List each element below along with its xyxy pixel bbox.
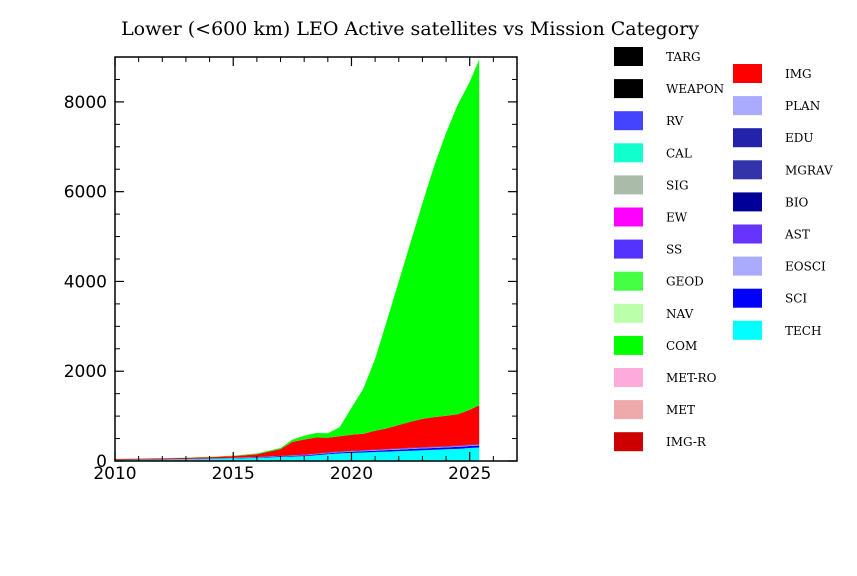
legend-swatch-plan: [733, 96, 762, 116]
legend-swatch-met-ro: [614, 368, 643, 387]
legend-swatch-met: [614, 400, 643, 420]
legend-item-mgrav: MGRAV: [733, 160, 833, 180]
legend-swatch-com: [614, 335, 643, 355]
legend-label-ew: EW: [666, 211, 688, 225]
legend-item-img-r: IMG-R: [614, 432, 707, 452]
legend-item-plan: PLAN: [733, 96, 820, 116]
legend-item-met-ro: MET-RO: [614, 368, 717, 387]
legend-label-eosci: EOSCI: [785, 260, 826, 274]
legend-label-mgrav: MGRAV: [785, 163, 833, 177]
legend-item-sig: SIG: [614, 175, 689, 195]
legend-item-img: IMG: [733, 64, 812, 83]
legend-swatch-targ: [614, 47, 643, 66]
legend-item-com: COM: [614, 335, 697, 355]
legend-swatch-sci: [733, 288, 762, 308]
legend-item-tech: TECH: [733, 320, 821, 340]
x-tick-label-2020: 2020: [330, 464, 373, 484]
legend-label-targ: TARG: [666, 50, 701, 64]
x-tick-label-2010: 2010: [93, 464, 136, 484]
area-img: [115, 405, 480, 460]
legend-item-geod: GEOD: [614, 271, 704, 291]
legend-label-sig: SIG: [666, 178, 689, 192]
area-com: [115, 59, 480, 459]
legend-swatch-ast: [733, 224, 762, 244]
legend-swatch-ew: [614, 207, 643, 227]
y-tick-label-2000: 2000: [64, 362, 107, 382]
legend-swatch-weapon: [614, 79, 643, 99]
legend-swatch-sig: [614, 175, 643, 195]
legend-item-edu: EDU: [733, 128, 814, 148]
legend-label-met: MET: [666, 403, 695, 417]
y-tick-label-4000: 4000: [64, 272, 107, 292]
axes: 0 2000 4000 6000 8000 2010 2015 2020 2025: [64, 57, 517, 484]
legend-swatch-img: [733, 64, 762, 83]
legend-swatch-ss: [614, 239, 643, 259]
y-tick-label-8000: 8000: [64, 93, 107, 113]
legend-item-sci: SCI: [733, 288, 807, 308]
legend-item-eosci: EOSCI: [733, 256, 826, 276]
legend-label-met-ro: MET-RO: [666, 371, 717, 385]
legend-label-sci: SCI: [785, 292, 807, 306]
legend-item-cal: CAL: [614, 143, 692, 163]
chart-title: Lower (<600 km) LEO Active satellites vs…: [121, 18, 699, 40]
legend-label-plan: PLAN: [785, 99, 820, 113]
legend-label-cal: CAL: [666, 146, 692, 160]
legend-label-edu: EDU: [785, 131, 814, 145]
legend-label-ast: AST: [784, 228, 810, 242]
legend-item-met: MET: [614, 400, 695, 420]
legend-swatch-bio: [733, 192, 762, 212]
legend-label-nav: NAV: [666, 307, 694, 321]
legend-item-targ: TARG: [614, 47, 701, 66]
legend-swatch-geod: [614, 271, 643, 291]
legend-item-rv: RV: [614, 111, 684, 131]
legend-item-bio: BIO: [733, 192, 809, 212]
legend-swatch-eosci: [733, 256, 762, 276]
legend-swatch-mgrav: [733, 160, 762, 180]
x-tick-label-2015: 2015: [212, 464, 255, 484]
legend-label-img-r: IMG-R: [666, 435, 707, 449]
legend-item-ast: AST: [733, 224, 810, 244]
legend-swatch-cal: [614, 143, 643, 163]
legend-swatch-rv: [614, 111, 643, 131]
area-tech: [115, 447, 480, 461]
legend-swatch-edu: [733, 128, 762, 148]
legend-label-tech: TECH: [785, 324, 821, 338]
legend-swatch-tech: [733, 320, 762, 340]
legend-item-ew: EW: [614, 207, 688, 227]
y-tick-label-0: 0: [96, 452, 107, 472]
legend-item-nav: NAV: [614, 303, 694, 323]
legend-label-com: COM: [666, 339, 697, 353]
legend-swatch-nav: [614, 303, 643, 323]
legend-label-weapon: WEAPON: [666, 82, 724, 96]
legend-item-ss: SS: [614, 239, 682, 259]
y-tick-label-6000: 6000: [64, 183, 107, 203]
legend-item-weapon: WEAPON: [614, 79, 724, 99]
x-tick-label-2025: 2025: [448, 464, 491, 484]
legend-label-geod: GEOD: [666, 275, 704, 289]
stacked-areas: [115, 59, 480, 461]
legend-label-img: IMG: [785, 67, 812, 81]
legend-label-bio: BIO: [785, 195, 809, 209]
legend-label-rv: RV: [666, 114, 684, 128]
legend-swatch-img-r: [614, 432, 643, 452]
legend: TARG WEAPON RV CAL SIG EW SS GEOD NAV COM MET-RO ME…: [614, 47, 833, 452]
legend-label-ss: SS: [666, 243, 682, 257]
